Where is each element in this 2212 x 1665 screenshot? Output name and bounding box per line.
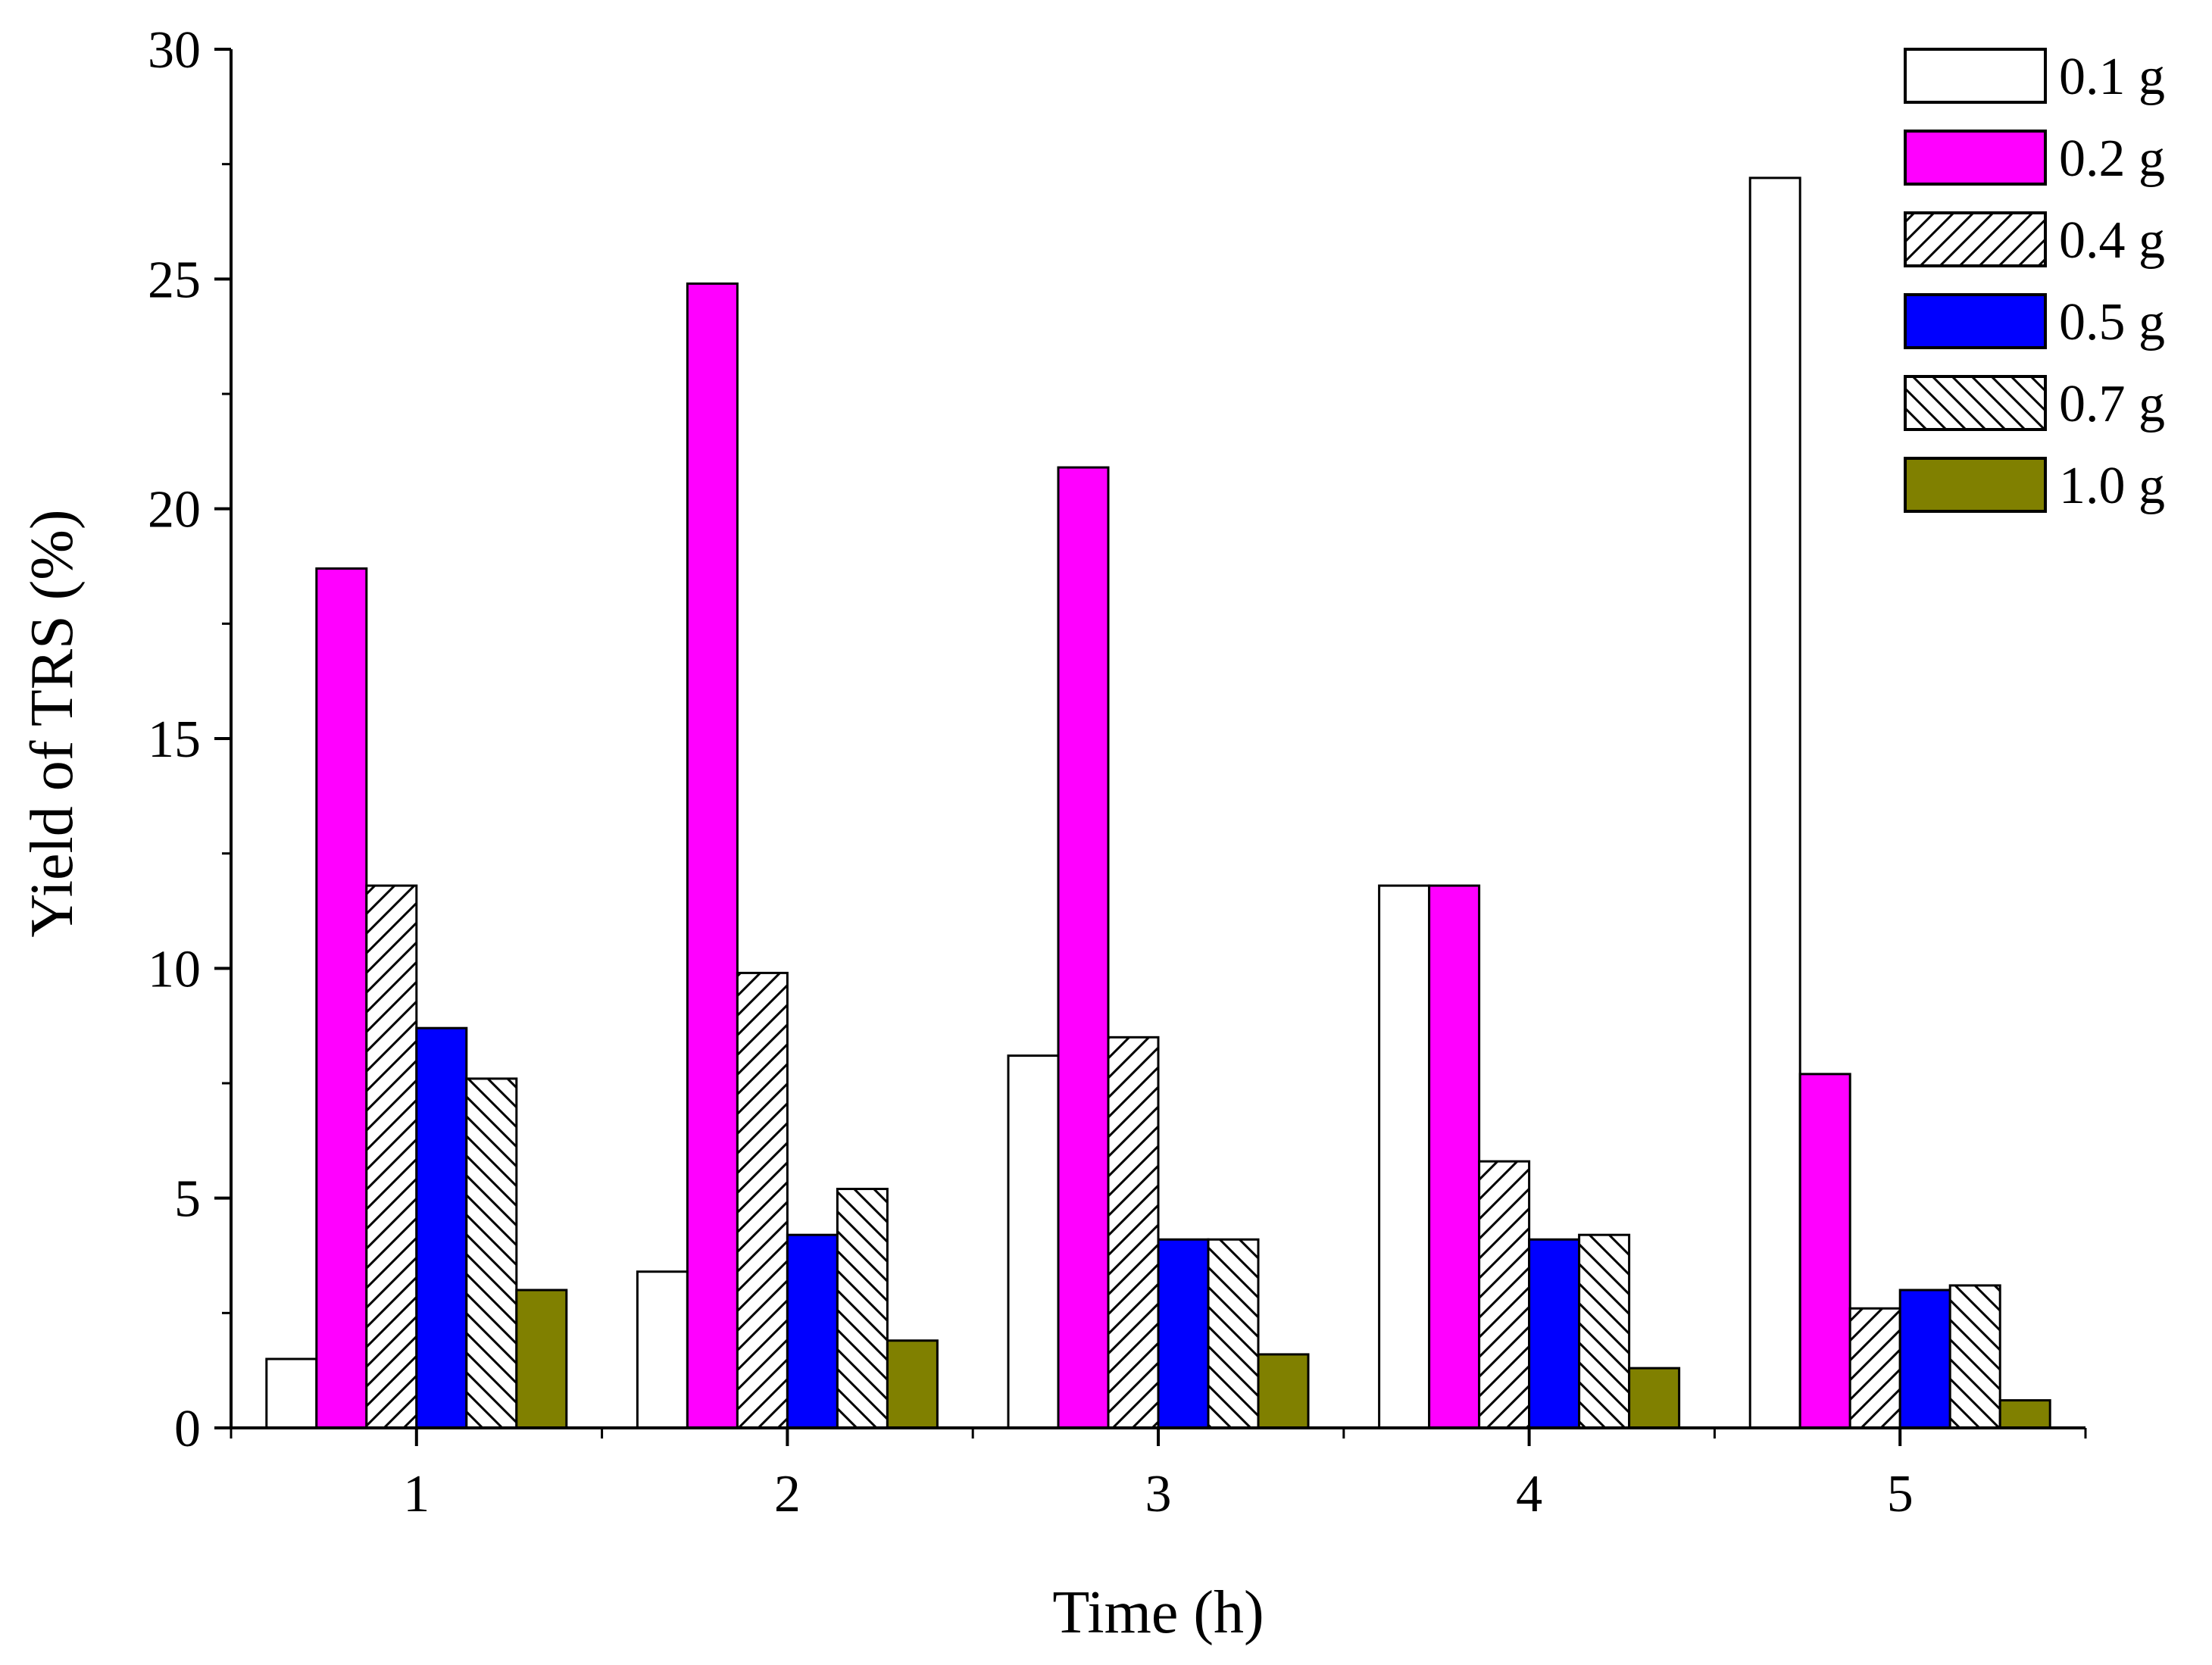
x-tick-label: 5 [1887, 1465, 1914, 1523]
bar-0-4-g-t1 [365, 884, 418, 1429]
legend-swatch-0-4-g [1904, 211, 2047, 267]
bar-0-1-g-t5 [1748, 176, 1801, 1429]
bar-0-7-g-t3 [1207, 1238, 1260, 1429]
bar-0-2-g-t2 [686, 282, 739, 1429]
bar-0-4-g-t2 [736, 971, 789, 1429]
x-tick-label: 2 [774, 1465, 801, 1523]
x-axis-title: Time (h) [1052, 1579, 1264, 1646]
bar-0-4-g-t5 [1848, 1307, 1901, 1429]
legend-swatch-0-1-g [1904, 48, 2047, 104]
bar-1-0-g-t3 [1257, 1353, 1310, 1429]
bar-0-7-g-t5 [1948, 1284, 2001, 1429]
bar-0-1-g-t3 [1007, 1054, 1060, 1429]
legend-label-1-0-g: 1.0 g [2059, 457, 2165, 515]
bar-0-2-g-t3 [1057, 466, 1110, 1429]
legend-label-0-5-g: 0.5 g [2059, 293, 2165, 351]
legend-label-0-4-g: 0.4 g [2059, 211, 2165, 270]
bar-0-5-g-t3 [1157, 1238, 1210, 1429]
y-tick-label: 0 [174, 1400, 201, 1458]
bar-0-1-g-t1 [265, 1357, 318, 1429]
bar-0-5-g-t4 [1528, 1238, 1581, 1429]
bar-1-0-g-t5 [1998, 1399, 2051, 1429]
bar-0-5-g-t1 [415, 1026, 468, 1429]
y-tick-label: 30 [148, 21, 201, 80]
legend-swatch-1-0-g [1904, 457, 2047, 513]
y-tick-label: 20 [148, 481, 201, 539]
bar-1-0-g-t4 [1628, 1367, 1681, 1429]
bars-layer [265, 176, 2051, 1429]
y-tick-label: 25 [148, 251, 201, 309]
bar-0-2-g-t4 [1428, 884, 1481, 1429]
bar-0-2-g-t1 [315, 567, 368, 1429]
bar-0-4-g-t3 [1107, 1036, 1160, 1429]
y-tick-label: 5 [174, 1170, 201, 1229]
bar-0-7-g-t1 [465, 1077, 518, 1429]
legend-swatch-0-7-g [1904, 375, 2047, 431]
y-tick-label: 10 [148, 940, 201, 998]
bar-0-1-g-t4 [1378, 884, 1431, 1429]
bar-0-5-g-t5 [1898, 1289, 1951, 1429]
legend-label-0-7-g: 0.7 g [2059, 375, 2165, 433]
y-tick-label: 15 [148, 711, 201, 769]
bar-0-7-g-t4 [1578, 1233, 1631, 1429]
y-axis-title: Yield of TRS (%) [19, 509, 86, 937]
y-axis-ticks: 0 5 10 15 20 25 30 [148, 21, 231, 1458]
legend-swatch-0-5-g [1904, 293, 2047, 349]
bar-0-5-g-t2 [786, 1233, 839, 1429]
bar-0-1-g-t2 [636, 1270, 689, 1429]
bar-0-4-g-t4 [1478, 1160, 1531, 1429]
bar-1-0-g-t2 [886, 1339, 939, 1429]
bar-1-0-g-t1 [515, 1289, 568, 1429]
legend-label-0-1-g: 0.1 g [2059, 48, 2165, 106]
bar-0-7-g-t2 [836, 1188, 889, 1429]
x-tick-label: 3 [1145, 1465, 1172, 1523]
x-tick-label: 1 [403, 1465, 430, 1523]
bar-0-2-g-t5 [1798, 1073, 1851, 1429]
legend-swatch-0-2-g [1904, 130, 2047, 186]
x-axis-ticks: 1 2 3 4 5 [230, 1428, 2087, 1523]
legend: 0.1 g 0.2 g 0.4 g 0.5 g 0.7 g 1.0 g [1904, 48, 2165, 515]
x-tick-label: 4 [1516, 1465, 1542, 1523]
legend-label-0-2-g: 0.2 g [2059, 130, 2165, 188]
